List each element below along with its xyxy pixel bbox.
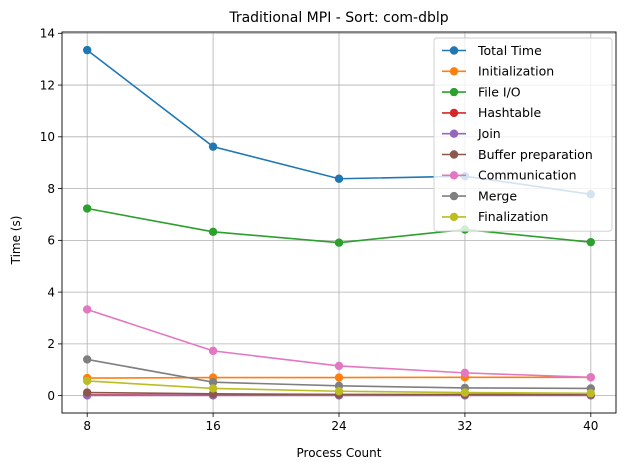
y-tick-label: 6 (47, 234, 55, 248)
x-tick-label: 24 (331, 419, 346, 433)
y-tick-label: 10 (40, 130, 55, 144)
legend-swatch-marker (449, 46, 459, 55)
x-tick-label: 8 (83, 419, 91, 433)
legend-label: Join (477, 126, 501, 141)
legend-label: Finalization (478, 209, 548, 224)
y-tick-label: 0 (47, 389, 55, 403)
legend-swatch-marker (449, 67, 459, 76)
data-point-file-i-o (334, 238, 344, 247)
legend-swatch-marker (449, 108, 459, 118)
legend-item: Finalization (442, 209, 548, 224)
legend-item: File I/O (442, 84, 521, 99)
y-tick-label: 8 (47, 182, 55, 196)
y-axis-label: Time (s) (9, 216, 23, 266)
y-tick-label: 14 (40, 27, 55, 41)
legend-item: Merge (442, 188, 517, 203)
legend-label: Communication (478, 168, 577, 183)
data-point-communication (82, 305, 92, 314)
legend-swatch-marker (449, 87, 459, 97)
data-point-finalization (334, 387, 344, 396)
legend-swatch-marker (449, 150, 459, 159)
data-point-total-time (334, 174, 344, 183)
y-tick-label: 12 (40, 78, 55, 92)
y-tick-label: 4 (47, 285, 55, 299)
data-point-finalization (586, 389, 596, 398)
data-point-initialization (334, 373, 344, 382)
legend-swatch-marker (449, 212, 459, 222)
data-point-total-time (208, 142, 218, 151)
legend-swatch-marker (449, 171, 459, 180)
legend-label: Initialization (478, 64, 554, 79)
data-point-communication (460, 368, 470, 378)
data-point-communication (208, 346, 218, 356)
x-axis-ticks: 8 16 24 32 40 (83, 413, 598, 433)
data-point-finalization (208, 384, 218, 393)
data-point-communication (586, 373, 596, 382)
data-point-buffer-preparation (82, 388, 92, 397)
data-point-merge (82, 355, 92, 364)
chart-title: Traditional MPI - Sort: com-dblp (228, 10, 448, 26)
y-axis-ticks: 0 2 4 6 8 10 12 14 (40, 27, 62, 403)
x-tick-label: 40 (583, 419, 598, 433)
data-point-file-i-o (586, 237, 596, 247)
legend-item: Buffer preparation (442, 147, 593, 162)
legend-item: Initialization (442, 64, 554, 79)
legend-label: Total Time (477, 43, 542, 58)
y-tick-label: 2 (47, 337, 55, 351)
legend-item: Total Time (442, 43, 542, 58)
data-point-merge (208, 377, 218, 387)
data-point-finalization (460, 388, 470, 397)
data-point-total-time (82, 45, 92, 55)
x-tick-label: 32 (457, 419, 472, 433)
legend-label: File I/O (478, 84, 521, 99)
legend-label: Hashtable (478, 105, 541, 120)
data-point-finalization (82, 376, 92, 386)
legend-item: Communication (442, 168, 577, 183)
x-axis-label: Process Count (297, 446, 382, 460)
data-point-communication (334, 361, 344, 371)
legend-item: Join (442, 126, 501, 141)
legend-item: Hashtable (442, 105, 541, 120)
legend-swatch-marker (449, 191, 459, 201)
legend: Total Time Initialization File I/O Hashtabl… (433, 37, 613, 232)
data-point-file-i-o (82, 204, 92, 213)
legend-label: Merge (478, 188, 517, 203)
series-markers (82, 45, 596, 400)
legend-swatch-marker (449, 129, 459, 138)
data-point-file-i-o (208, 227, 218, 237)
x-tick-label: 16 (205, 419, 220, 433)
legend-label: Buffer preparation (478, 147, 593, 162)
legend-box (433, 37, 613, 232)
